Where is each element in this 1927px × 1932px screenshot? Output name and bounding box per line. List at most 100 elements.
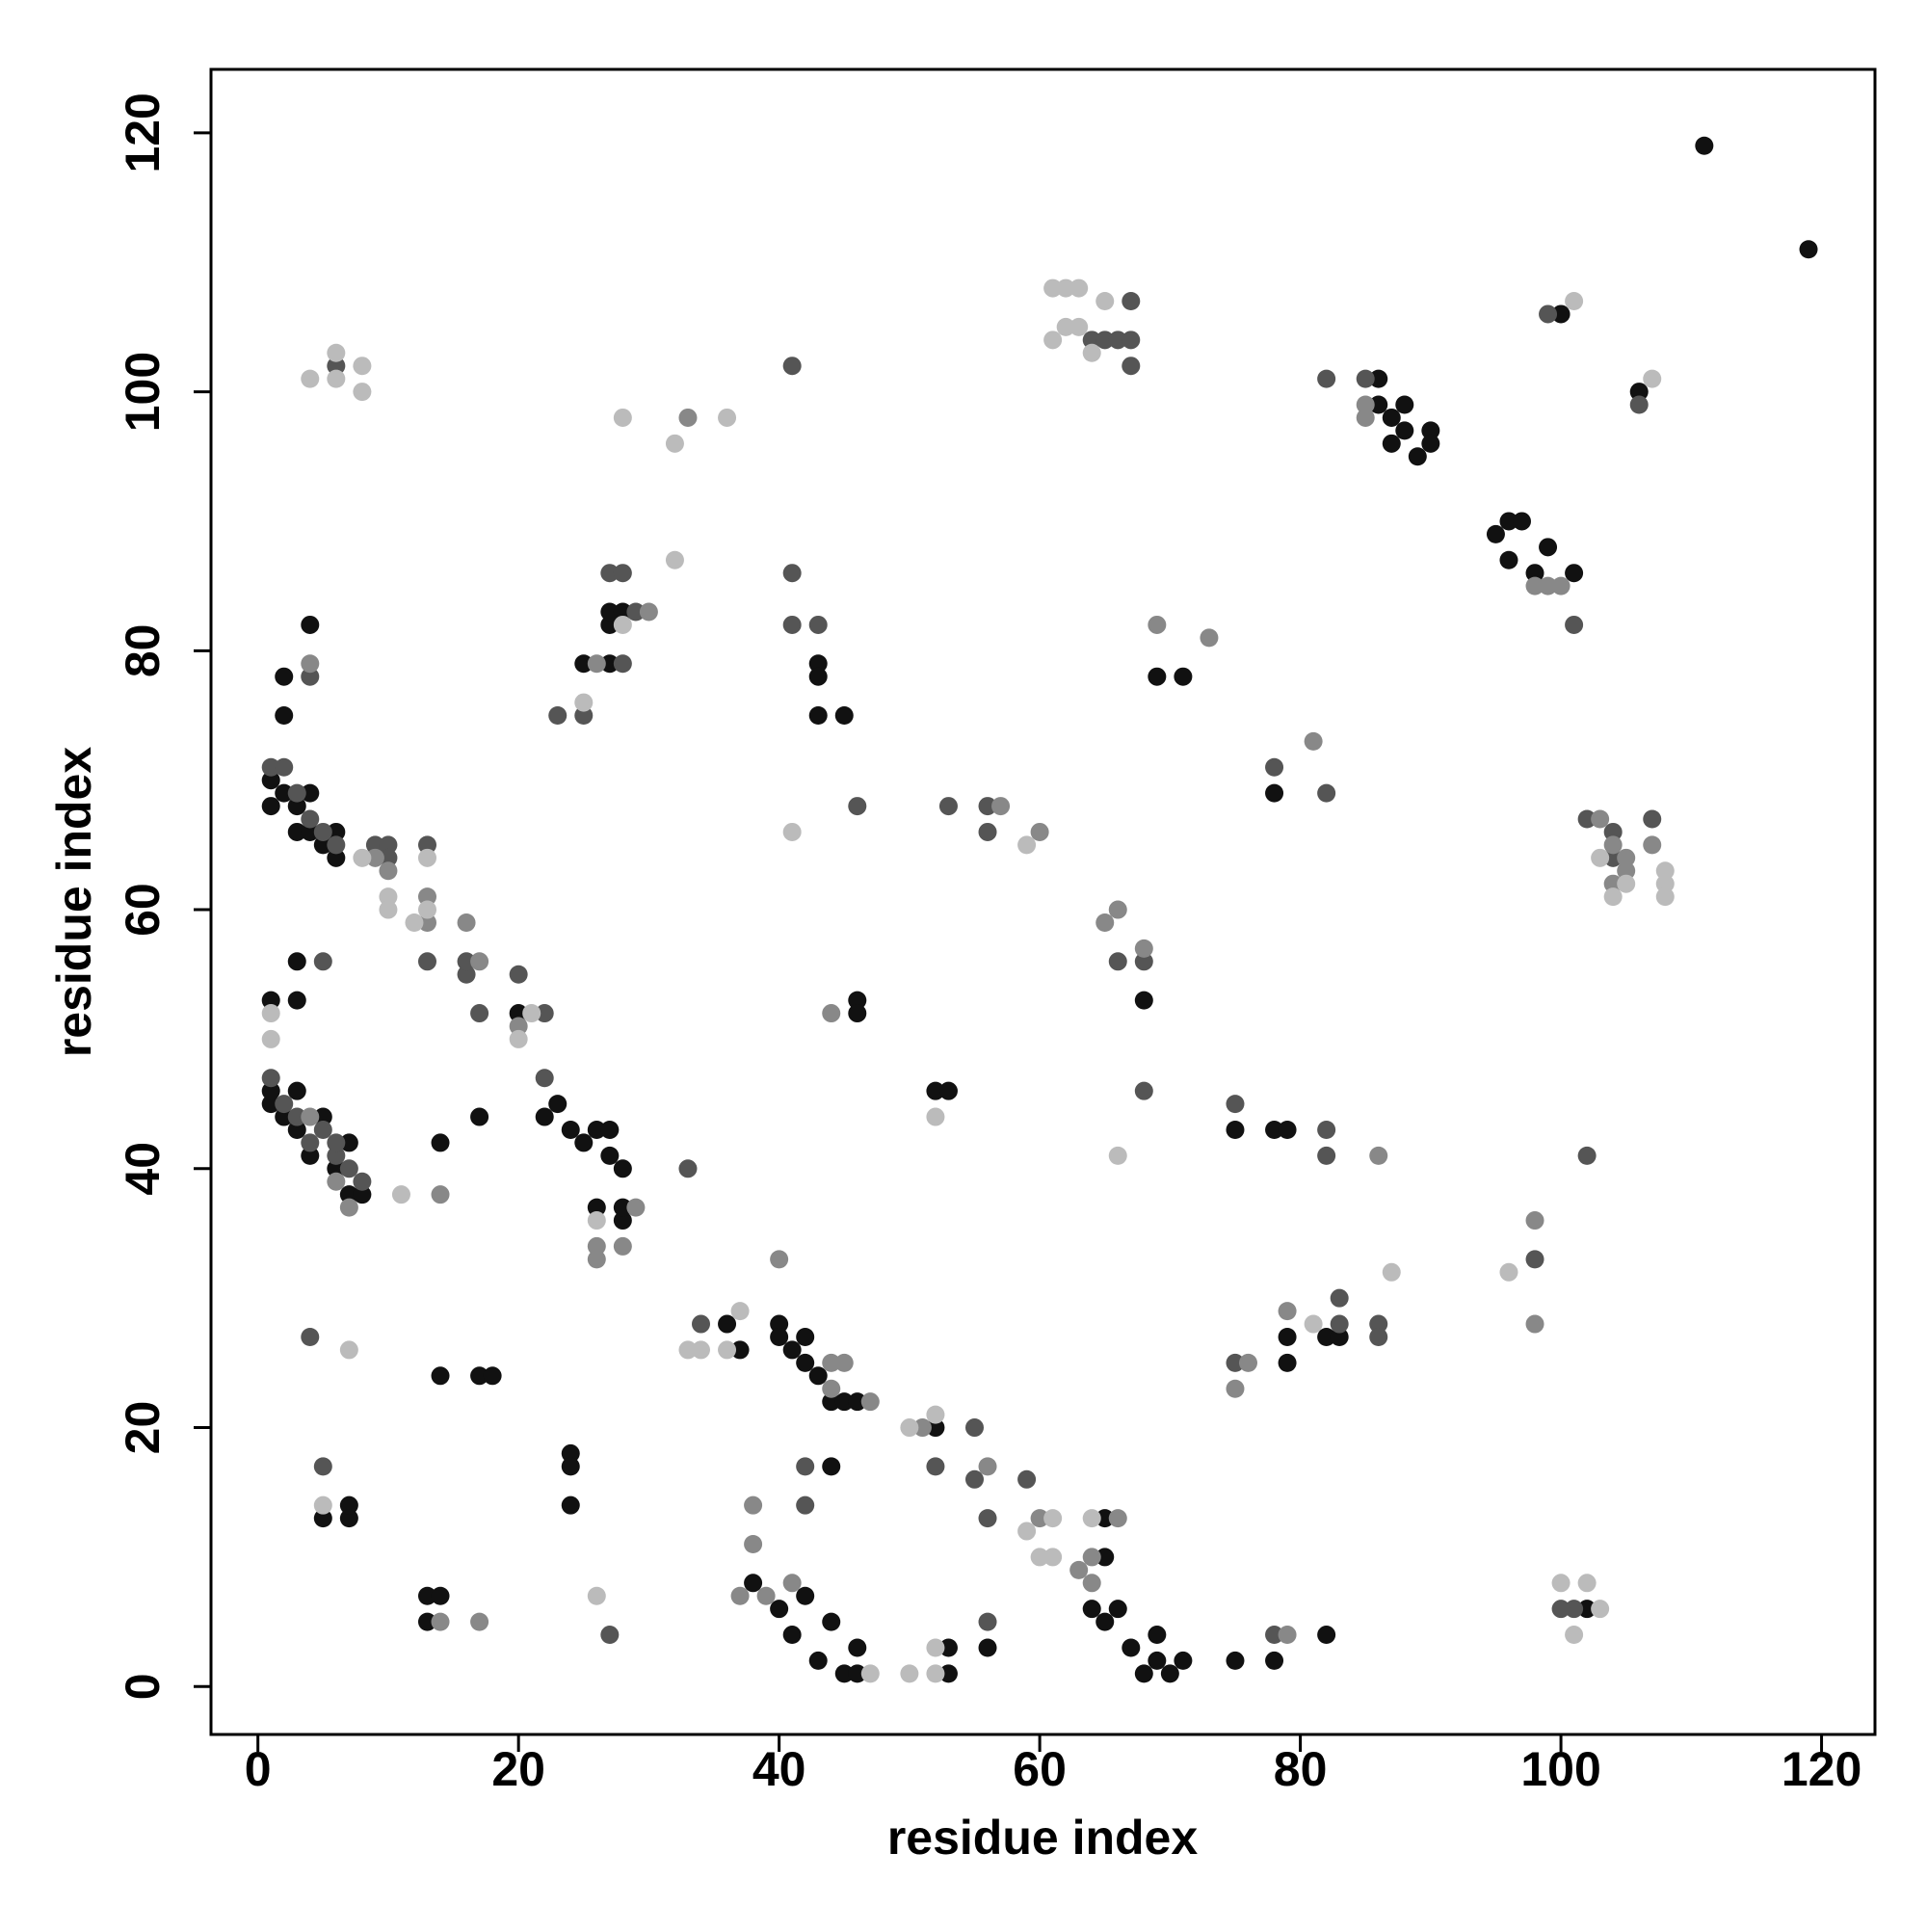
contact-point xyxy=(1056,317,1075,336)
contact-point xyxy=(1030,1548,1049,1567)
contact-point xyxy=(327,357,346,376)
contact-point xyxy=(391,1185,410,1204)
contact-point xyxy=(1695,136,1714,155)
plot-frame xyxy=(209,67,1877,1736)
contact-point xyxy=(353,848,372,867)
contact-point xyxy=(261,1029,280,1048)
contact-point xyxy=(1591,809,1610,829)
contact-point xyxy=(1421,434,1440,453)
contact-point xyxy=(1617,848,1636,867)
contact-point xyxy=(796,1327,815,1346)
contact-point xyxy=(1082,1600,1101,1619)
contact-point xyxy=(457,952,476,971)
contact-point xyxy=(1082,1509,1101,1528)
contact-point xyxy=(470,1366,489,1386)
contact-point xyxy=(691,1314,710,1334)
contact-point xyxy=(600,1626,620,1645)
contact-point xyxy=(1122,292,1141,311)
contact-point xyxy=(600,1120,620,1139)
contact-point xyxy=(574,654,594,674)
contact-point xyxy=(1369,1314,1388,1334)
contact-point xyxy=(730,1340,750,1360)
contact-point xyxy=(287,991,306,1010)
contact-point xyxy=(1030,822,1049,841)
contact-point xyxy=(613,408,632,427)
contact-point xyxy=(535,1069,554,1088)
contact-point xyxy=(1565,564,1584,583)
contact-point xyxy=(1043,331,1063,350)
contact-point xyxy=(1799,240,1818,259)
contact-point xyxy=(848,1392,867,1412)
contact-point xyxy=(587,1198,606,1217)
contact-point xyxy=(1330,1314,1349,1334)
contact-point xyxy=(287,952,306,971)
contact-point xyxy=(1382,1262,1401,1282)
contact-point xyxy=(1551,304,1571,324)
contact-point xyxy=(275,706,294,726)
contact-point xyxy=(1603,874,1623,893)
contact-point xyxy=(1148,1626,1167,1645)
contact-point xyxy=(561,1443,580,1463)
contact-point xyxy=(1278,1120,1297,1139)
contact-point xyxy=(509,965,528,984)
contact-point xyxy=(275,1095,294,1114)
contact-point xyxy=(313,1120,332,1139)
contact-point xyxy=(1643,369,1662,388)
contact-point xyxy=(1617,861,1636,881)
contact-point xyxy=(1226,1120,1245,1139)
contact-point xyxy=(587,1120,606,1139)
contact-point xyxy=(287,1107,306,1126)
contact-point xyxy=(613,602,632,622)
contact-point xyxy=(313,1457,332,1476)
y-tick-label: 80 xyxy=(116,624,170,678)
contact-point xyxy=(926,1638,945,1657)
contact-point xyxy=(1499,550,1518,569)
contact-point xyxy=(1134,952,1153,971)
contact-point xyxy=(561,1120,580,1139)
contact-point xyxy=(1265,783,1284,803)
contact-point xyxy=(417,900,436,919)
contact-point xyxy=(782,1574,802,1593)
contact-point xyxy=(860,1392,880,1412)
y-tick-label: 120 xyxy=(116,93,170,172)
contact-point xyxy=(275,783,294,803)
contact-point xyxy=(1304,731,1323,751)
contact-point xyxy=(379,887,398,907)
contact-point xyxy=(313,1509,332,1528)
contact-point xyxy=(301,809,320,829)
contact-point xyxy=(626,602,646,622)
contact-point xyxy=(431,1185,450,1204)
contact-point xyxy=(1069,317,1089,336)
contact-point xyxy=(379,861,398,881)
contact-point xyxy=(457,913,476,932)
contact-point xyxy=(770,1327,789,1346)
contact-point xyxy=(339,1509,358,1528)
contact-point xyxy=(261,771,280,790)
contact-point xyxy=(1174,667,1193,686)
contact-point xyxy=(718,408,737,427)
contact-point xyxy=(744,1574,763,1593)
contact-point xyxy=(327,835,346,855)
contact-point xyxy=(600,615,620,634)
contact-point xyxy=(730,1586,750,1605)
contact-point xyxy=(339,1495,358,1515)
contact-point xyxy=(587,1211,606,1231)
contact-point xyxy=(353,357,372,376)
contact-point xyxy=(1603,887,1623,907)
contact-point xyxy=(900,1664,919,1683)
contact-point xyxy=(470,952,489,971)
contact-point xyxy=(1317,783,1336,803)
contact-point xyxy=(1565,292,1584,311)
contact-point xyxy=(509,1004,528,1023)
contact-point xyxy=(822,1004,841,1023)
contact-point xyxy=(1148,615,1167,634)
contact-point xyxy=(587,1586,606,1605)
contact-point xyxy=(327,343,346,362)
contact-point xyxy=(978,1612,997,1631)
contact-point xyxy=(834,1392,854,1412)
contact-point xyxy=(1160,1664,1179,1683)
contact-point xyxy=(782,615,802,634)
contact-point xyxy=(600,564,620,583)
contact-point xyxy=(1643,809,1662,829)
